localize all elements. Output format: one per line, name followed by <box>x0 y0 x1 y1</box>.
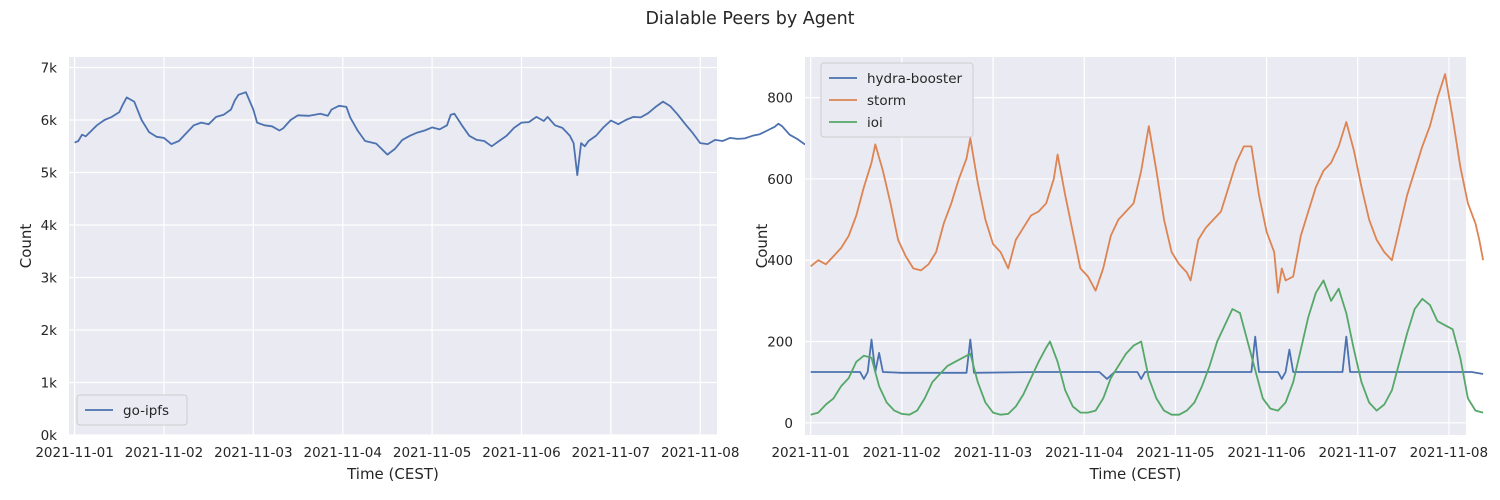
x-tick-label: 2021-11-07 <box>572 445 650 461</box>
x-tick-label: 2021-11-06 <box>482 445 560 461</box>
y-tick-label: 800 <box>767 91 793 107</box>
x-tick-label: 2021-11-01 <box>35 445 113 461</box>
chart-panel-2: 2021-11-01 2021-11-02 2021-11-03 2021-11-04… <box>753 57 1488 483</box>
y-tick-label: 4k <box>41 218 58 234</box>
legend-label: storm <box>867 93 906 109</box>
x-tick-label: 2021-11-03 <box>954 445 1032 461</box>
x-tick-label: 2021-11-01 <box>771 445 849 461</box>
y-tick-label: 1k <box>41 376 58 392</box>
x-tick-label: 2021-11-02 <box>863 445 941 461</box>
x-axis-title: Time (CEST) <box>346 465 439 483</box>
chart-panel-1: 2021-11-01 2021-11-02 2021-11-03 2021-11-04… <box>17 57 824 483</box>
y-axis-title: Count <box>17 224 35 269</box>
legend: hydra-booster storm ioi <box>820 62 974 138</box>
x-tick-label: 2021-11-08 <box>661 445 739 461</box>
y-tick-label: 2k <box>41 323 58 339</box>
figure-title: Dialable Peers by Agent <box>645 9 854 29</box>
y-tick-label: 200 <box>767 335 793 351</box>
series-line-ioi <box>810 279 1484 416</box>
y-axis-title: Count <box>753 224 771 269</box>
x-tick-label: 2021-11-07 <box>1318 445 1396 461</box>
plot-area <box>69 57 717 435</box>
x-tick-label: 2021-11-04 <box>303 445 381 461</box>
legend-label: hydra-booster <box>867 71 963 87</box>
x-tick-label: 2021-11-05 <box>1136 445 1214 461</box>
legend-label: go-ipfs <box>123 403 169 419</box>
y-tick-label: 3k <box>41 271 58 287</box>
x-tick-label: 2021-11-02 <box>125 445 203 461</box>
y-tick-label: 5k <box>41 166 58 182</box>
y-tick-label: 400 <box>767 253 793 269</box>
legend-label: ioi <box>867 115 883 131</box>
y-tick-label: 7k <box>41 61 58 77</box>
series-line-storm <box>810 73 1484 294</box>
legend-box <box>820 62 974 138</box>
series-line-go-ipfs <box>74 91 824 176</box>
y-tick-label: 600 <box>767 172 793 188</box>
y-tick-label: 0 <box>784 416 793 432</box>
y-tick-label: 6k <box>41 113 58 129</box>
x-tick-label: 2021-11-03 <box>214 445 292 461</box>
x-tick-label: 2021-11-04 <box>1045 445 1123 461</box>
series-line-hydra-booster <box>810 335 1484 380</box>
legend-box <box>76 394 188 426</box>
legend: go-ipfs <box>76 394 188 426</box>
y-tick-label: 0k <box>41 428 58 444</box>
x-tick-label: 2021-11-05 <box>393 445 471 461</box>
x-tick-label: 2021-11-06 <box>1227 445 1305 461</box>
x-axis-title: Time (CEST) <box>1089 465 1182 483</box>
x-tick-label: 2021-11-08 <box>1410 445 1488 461</box>
